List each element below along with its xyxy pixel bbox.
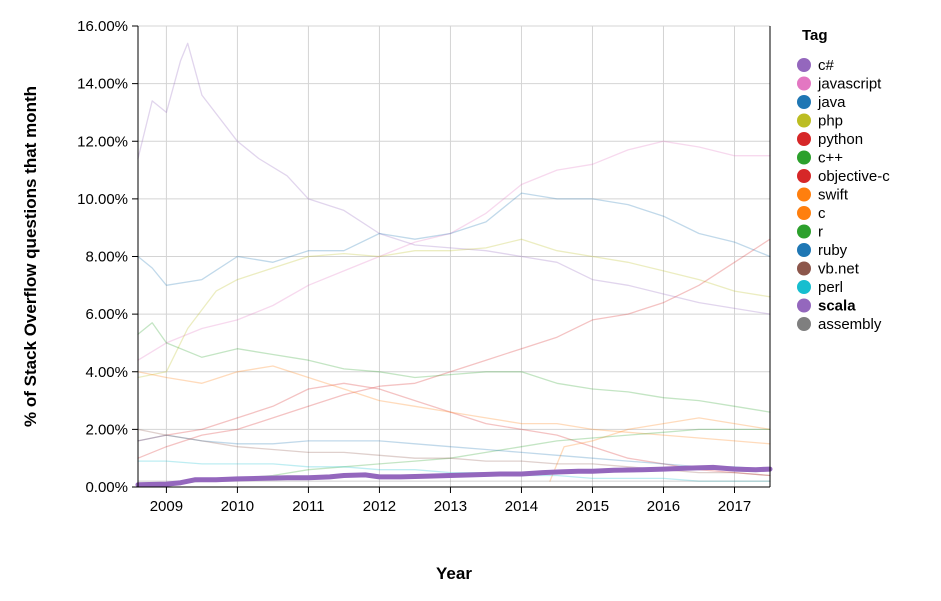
series-line-scala[interactable] [135,464,773,488]
legend-label[interactable]: javascript [817,76,882,93]
x-tick-label: 2017 [718,498,751,515]
legend-swatch[interactable] [797,298,811,313]
legend-swatch[interactable] [797,132,811,146]
series-line-perl[interactable] [137,460,771,482]
x-tick-label: 2009 [150,498,183,515]
legend-label[interactable]: swift [818,187,849,204]
legend-swatch[interactable] [797,280,811,294]
y-tick-label: 12.00% [77,133,128,150]
legend-label[interactable]: perl [818,279,843,296]
legend-label[interactable]: scala [818,298,856,315]
legend-label[interactable]: c [818,205,826,222]
legend-label[interactable]: java [817,94,846,111]
x-tick-label: 2012 [363,498,396,515]
legend-label[interactable]: php [818,113,843,130]
legend-swatch[interactable] [797,95,811,109]
legend-swatch[interactable] [797,187,811,202]
y-tick-label: 4.00% [85,364,128,381]
y-tick-label: 8.00% [85,249,128,266]
series-line-php[interactable] [137,238,771,379]
x-tick-label: 2016 [647,498,680,515]
legend-swatch[interactable] [797,206,811,220]
x-tick-label: 2011 [292,498,324,515]
x-tick-label: 2010 [221,498,254,515]
series-line-ruby[interactable] [137,434,771,471]
series-line-javascript[interactable] [137,140,771,361]
series-line-swift[interactable] [549,417,771,482]
y-tick-label: 10.00% [77,191,128,208]
legend-swatch[interactable] [797,317,811,331]
x-tick-label: 2013 [434,498,467,515]
series-line-c-[interactable] [137,322,771,413]
highlighted-series [135,464,773,488]
y-tick-label: 14.00% [77,76,128,93]
series-line-python[interactable] [137,238,771,459]
y-axis-title: % of Stack Overflow questions that month [21,86,40,427]
y-tick-label: 2.00% [85,421,128,438]
legend-label[interactable]: c# [818,57,835,74]
series-line-objective-c[interactable] [137,382,771,477]
legend-swatch[interactable] [797,150,811,165]
legend-swatch[interactable] [797,113,811,128]
legend-label[interactable]: assembly [818,316,882,333]
x-tick-label: 2014 [505,498,538,515]
legend-swatch[interactable] [797,169,811,183]
axes: 0.00% 2.00% 4.00% 6.00% 8.00% 10.00% 12.00% 14.… [77,18,771,515]
series-line-c-[interactable] [137,42,771,315]
legend-swatch[interactable] [797,58,811,72]
legend-swatch[interactable] [797,76,811,91]
grid [138,25,770,488]
legend-swatch[interactable] [797,261,811,276]
legend-label[interactable]: python [818,131,863,148]
legend-label[interactable]: r [818,224,823,241]
legend-title: Tag [802,27,828,44]
series-line-java[interactable] [137,192,771,286]
y-tick-label: 6.00% [85,306,128,323]
legend-label[interactable]: ruby [818,242,848,259]
series-lines [137,42,771,485]
series-line-c[interactable] [137,365,771,445]
legend-swatch[interactable] [797,243,811,257]
x-axis-title: Year [436,564,472,583]
legend-label[interactable]: objective-c [818,168,890,185]
y-tick-label: 16.00% [77,18,128,35]
y-tick-label: 0.00% [85,479,128,496]
legend-label[interactable]: vb.net [818,261,860,278]
x-tick-label: 2015 [576,498,609,515]
legend-label[interactable]: c++ [818,150,843,167]
legend-swatch[interactable] [797,224,811,239]
